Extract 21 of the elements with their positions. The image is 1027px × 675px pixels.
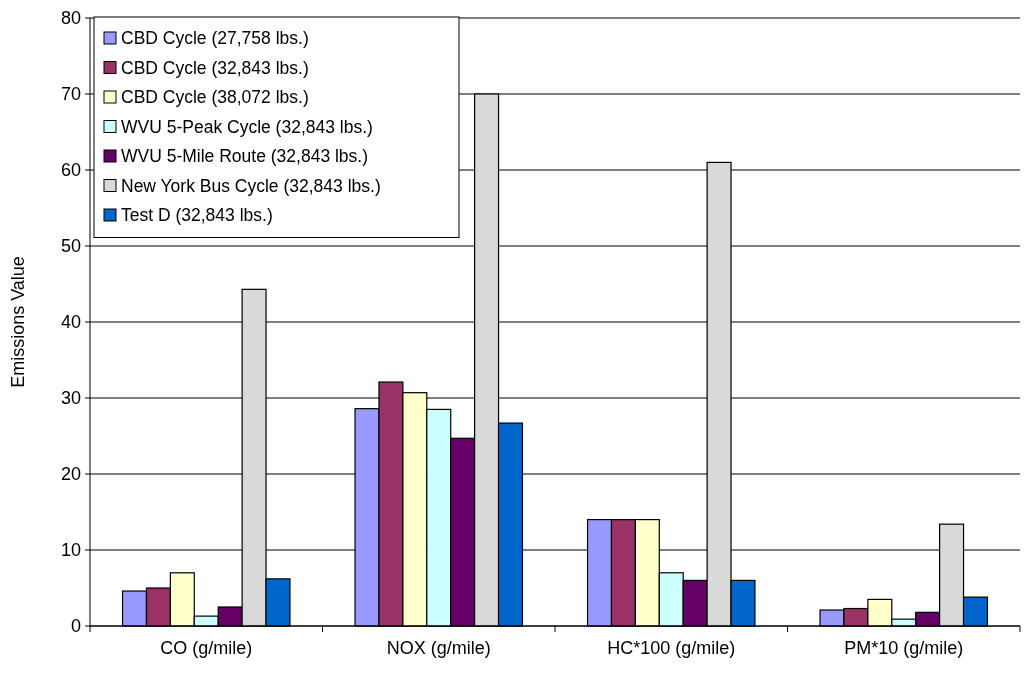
x-tick-label: CO (g/mile) — [160, 638, 253, 658]
y-tick-label: 60 — [60, 160, 81, 181]
y-tick-label: 0 — [70, 616, 81, 637]
x-tick-label: PM*10 (g/mile) — [844, 638, 964, 658]
y-tick-label: 80 — [60, 8, 81, 29]
legend-label: WVU 5-Peak Cycle (32,843 lbs.) — [121, 116, 373, 137]
legend-label: Test D (32,843 lbs.) — [121, 205, 273, 226]
y-tick-label: 30 — [60, 388, 81, 409]
x-tick-label: NOX (g/mile) — [386, 638, 491, 658]
y-axis-title: Emissions Value — [8, 256, 28, 388]
legend-label: CBD Cycle (27,758 lbs.) — [121, 28, 309, 49]
y-tick-label: 20 — [60, 464, 81, 485]
legend-label: WVU 5-Mile Route (32,843 lbs.) — [121, 146, 369, 167]
y-tick-label: 10 — [60, 540, 81, 561]
y-tick-label: 70 — [60, 84, 81, 105]
legend-label: CBD Cycle (38,072 lbs.) — [121, 87, 309, 108]
y-tick-label: 40 — [60, 312, 81, 333]
legend-label: CBD Cycle (32,843 lbs.) — [121, 57, 309, 78]
x-tick-label: HC*100 (g/mile) — [607, 638, 736, 658]
y-tick-label: 50 — [60, 236, 81, 257]
legend-label: New York Bus Cycle (32,843 lbs.) — [121, 175, 381, 196]
